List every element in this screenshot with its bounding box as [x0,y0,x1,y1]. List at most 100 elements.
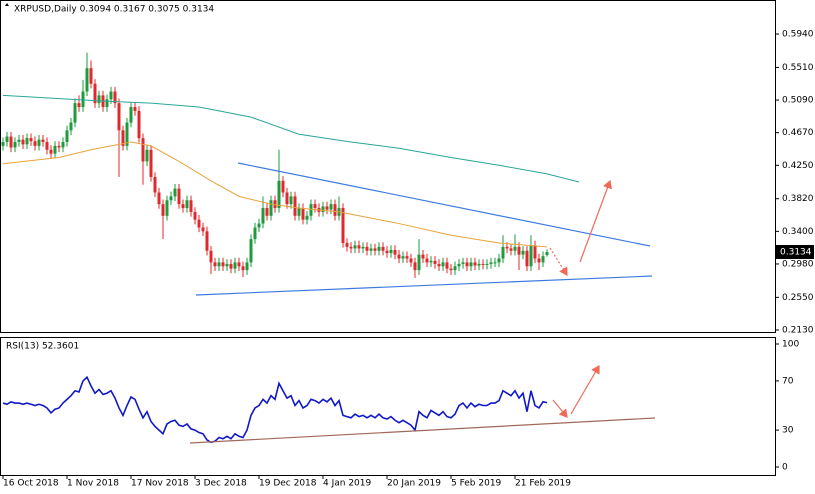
candle-body [57,145,61,148]
candle-body [193,211,197,220]
y-tick-label: 0.2980 [782,259,814,269]
candle-body [113,91,117,104]
candle-body [73,103,77,123]
candle-body [505,246,509,249]
candle-body [353,245,357,249]
candle-body [253,227,257,240]
candle-body [329,204,333,210]
candle-body [409,258,413,263]
candle-body [373,248,377,251]
candle-body [65,130,69,142]
candle-body [53,145,57,154]
candle-body [41,139,45,142]
candle-body [89,68,93,84]
x-tick-label: 3 Dec 2018 [195,479,247,489]
candle-body [513,246,517,251]
candle-body [25,138,29,145]
rsi-title: RSI(13) 52.3601 [6,342,79,352]
candle-body [149,149,153,177]
candle-body [209,250,213,263]
candle-body [297,208,301,216]
candle-body [433,260,437,264]
candle-body [469,262,473,267]
trend-line [195,275,653,296]
candle-body [473,262,477,266]
candle-body [445,262,449,269]
candle-body [9,136,13,148]
main-pane [0,0,776,333]
candle-body [333,204,337,216]
candle-body [509,248,513,251]
candle-body [537,258,541,263]
candle-body [249,239,253,263]
y-tick-label: 0.3820 [782,194,814,204]
rsi-line [2,375,548,444]
trend-line [189,417,656,444]
candle-body [489,262,493,264]
candle-body [161,204,165,216]
candle-body [413,262,417,271]
candle-body [305,215,309,220]
candle-body [129,107,133,123]
arrow [570,364,600,415]
candle-body [153,176,157,193]
moving-average [2,141,548,248]
candle-body [369,248,373,251]
candle-body [273,200,277,209]
candle-body [205,231,209,251]
candle-body [169,196,173,201]
candle-body [213,262,217,267]
x-tick-label: 1 Nov 2018 [67,479,119,489]
candle-body [105,99,109,108]
symbol-icon [5,3,9,6]
candle-body [401,256,405,259]
candle-body [341,208,345,243]
candle-body [533,245,537,259]
trend-line [237,162,651,247]
candle-body [417,254,421,271]
candle-body [241,266,245,271]
candle-body [405,256,409,259]
x-tick-label: 4 Jan 2019 [323,479,371,489]
candle-body [465,262,469,267]
x-tick-label: 21 Feb 2019 [515,479,571,489]
candle-body [33,141,37,146]
candle-body [293,196,297,216]
x-tick-label: 16 Oct 2018 [3,479,59,489]
candle-body [233,262,237,269]
candle-body [345,242,349,247]
x-tick-label: 17 Nov 2018 [131,479,189,489]
candle-body [37,139,41,146]
candle-body [257,223,261,228]
candle-body [85,68,89,92]
candle-body [453,266,457,271]
candle-body [477,263,481,266]
candle-body [165,200,169,216]
price-label: 0.3134 [780,247,812,257]
candle-body [525,250,529,267]
candle-body [245,262,249,271]
candle-body [541,256,545,263]
candle-body [441,262,445,267]
candle-body [197,219,201,228]
rsi-pane [0,337,776,476]
candle-body [177,188,181,205]
candle-body [381,246,385,251]
candle-body [361,246,365,249]
candle-body [13,141,17,148]
y-tick-label: 0.5510 [782,63,814,73]
candle-body [529,245,533,267]
candle-body [461,262,465,264]
y-tick-label: 70 [782,376,794,386]
candle-body [125,122,129,146]
candle-body [437,263,441,267]
arrow [579,179,613,263]
candle-body [457,263,461,267]
candle-body [321,206,325,212]
candle-body [81,91,85,108]
candle-body [1,141,5,146]
candle-body [21,139,25,145]
candle-body [97,95,101,104]
candle-body [493,262,497,264]
